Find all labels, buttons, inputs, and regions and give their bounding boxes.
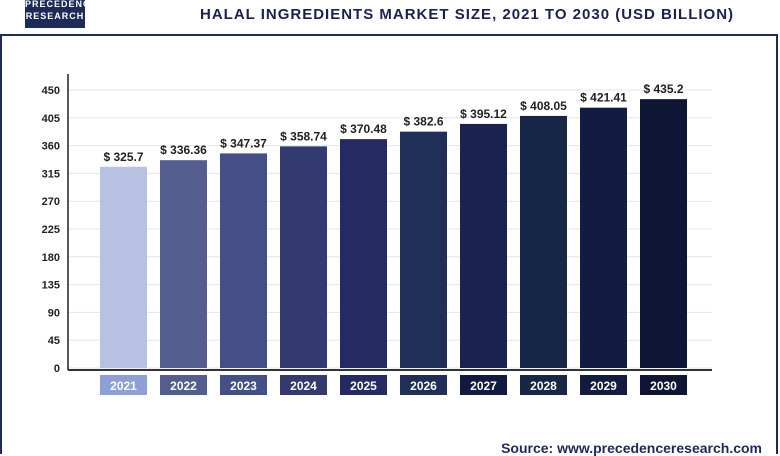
data-label: $ 370.48: [340, 122, 387, 136]
data-label: $ 336.36: [160, 143, 207, 157]
data-label: $ 421.41: [580, 91, 627, 105]
x-tick-label: 2023: [230, 379, 257, 393]
chart-title: HALAL INGREDIENTS MARKET SIZE, 2021 TO 2…: [200, 6, 735, 23]
x-tick-label: 2024: [290, 379, 317, 393]
data-label: $ 408.05: [520, 99, 567, 113]
y-tick-label: 405: [42, 113, 60, 125]
x-label-box: [580, 375, 627, 395]
bar: [640, 99, 687, 368]
y-tick-label: 450: [42, 85, 60, 97]
data-label: $ 347.37: [220, 136, 267, 150]
x-label-box: [400, 375, 447, 395]
y-tick-label: 360: [42, 141, 60, 153]
data-label: $ 395.12: [460, 107, 507, 121]
logo: PRECEDENCE RESEARCH: [25, 0, 97, 28]
bar: [580, 107, 627, 369]
bar: [280, 146, 327, 368]
bar: [400, 131, 447, 368]
bar: [340, 139, 387, 368]
y-tick-label: 90: [48, 307, 60, 319]
data-label: $ 325.7: [103, 150, 143, 164]
y-tick-label: 135: [42, 280, 60, 292]
x-tick-label: 2021: [110, 379, 137, 393]
y-tick-label: 45: [48, 335, 60, 347]
x-tick-label: 2027: [470, 379, 497, 393]
x-tick-label: 2028: [530, 379, 557, 393]
x-label-box: [100, 375, 147, 395]
bar: [160, 160, 207, 368]
bar-chart: 0 45 90 135 180 225 270 315 360 405 450 $ 325.7 2021…: [42, 74, 712, 395]
x-label-box: [280, 375, 327, 395]
x-label-box: [460, 375, 507, 395]
x-label-box: [160, 375, 207, 395]
x-tick-label: 2026: [410, 379, 437, 393]
x-label-box: [220, 375, 267, 395]
y-tick-label: 270: [42, 196, 60, 208]
bar: [520, 115, 567, 369]
y-tick-label: 0: [54, 363, 60, 375]
bar: [220, 153, 267, 368]
x-label-box: [640, 375, 687, 395]
y-tick-label: 225: [42, 224, 60, 236]
data-label: $ 435.2: [643, 82, 683, 96]
source-text: Source: www.precedenceresearch.com: [501, 440, 762, 456]
bar: [100, 166, 147, 368]
bar: [460, 123, 507, 368]
data-label: $ 358.74: [280, 129, 327, 143]
x-label-box: [520, 375, 567, 395]
x-label-box: [340, 375, 387, 395]
y-tick-label: 315: [42, 168, 60, 180]
data-label: $ 382.6: [403, 115, 443, 129]
x-tick-label: 2025: [350, 379, 377, 393]
x-tick-label: 2022: [170, 379, 197, 393]
x-tick-label: 2029: [590, 379, 617, 393]
x-tick-label: 2030: [650, 379, 677, 393]
y-tick-label: 180: [42, 252, 60, 264]
